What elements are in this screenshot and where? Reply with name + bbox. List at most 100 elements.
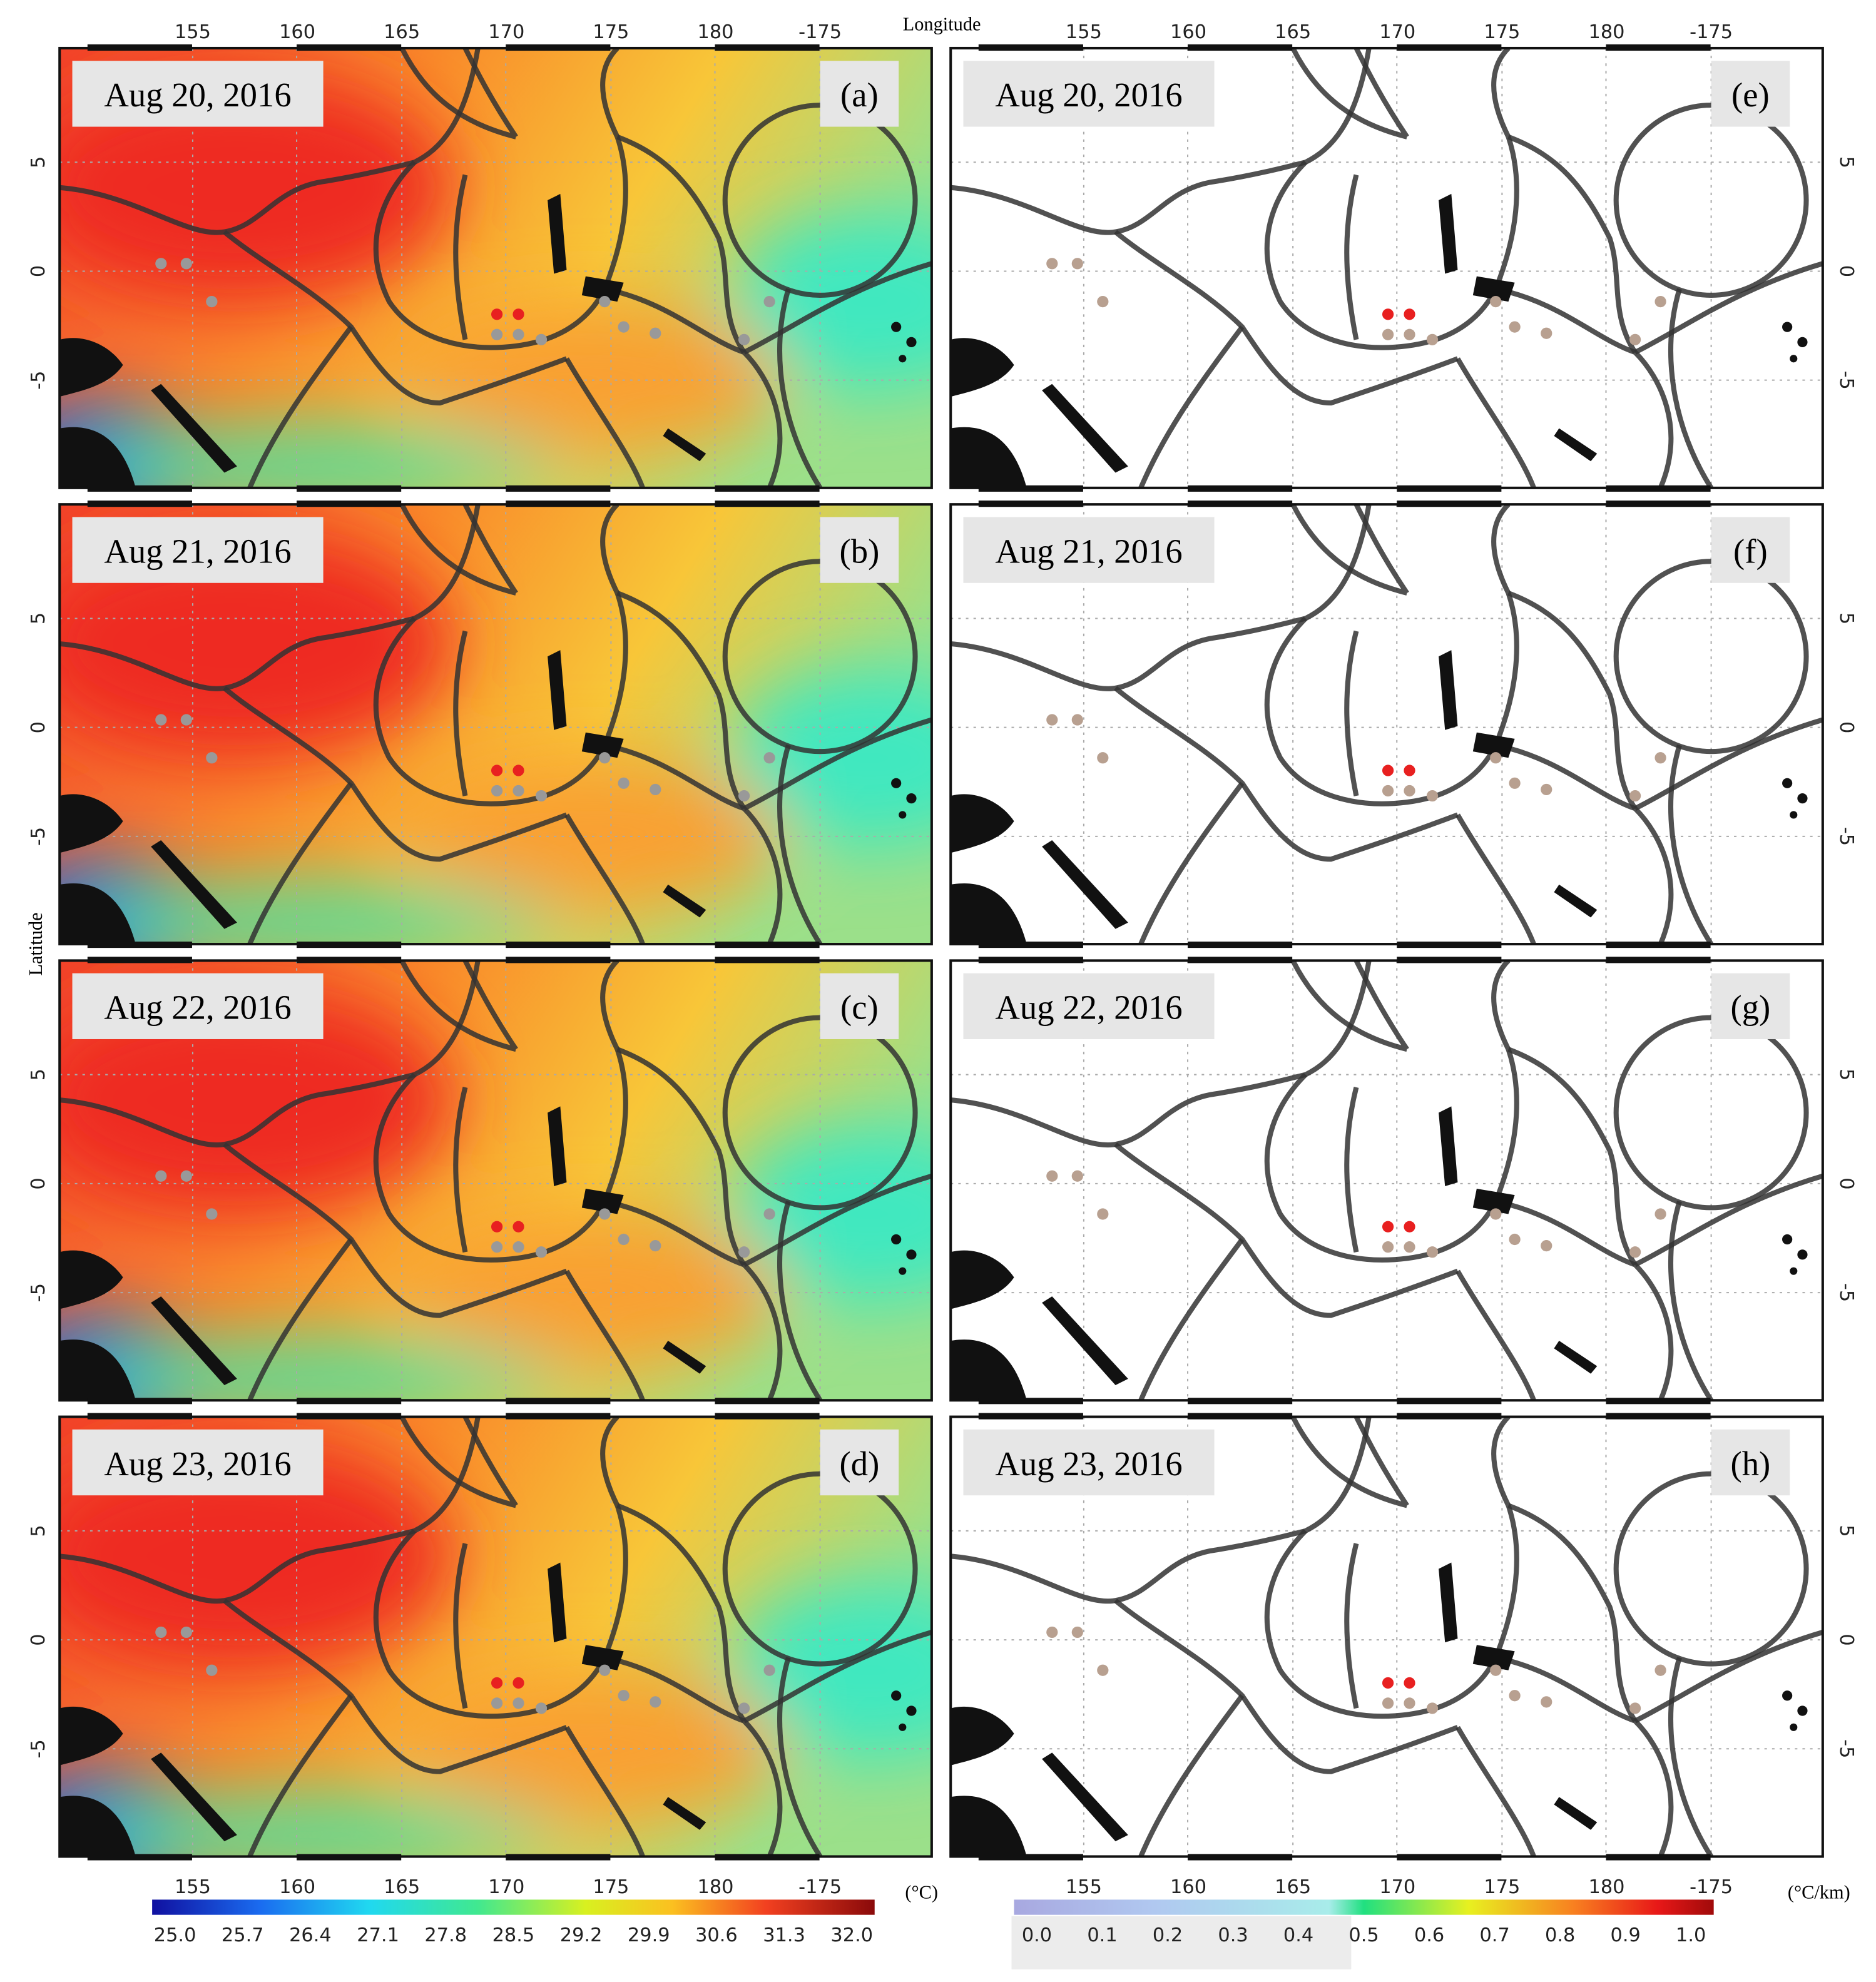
panel-date: Aug 22, 2016 — [104, 988, 291, 1027]
frame-bar — [978, 1413, 1083, 1420]
station-dot — [535, 790, 548, 802]
frame-bar — [978, 1398, 1083, 1405]
panel-letter: (c) — [840, 988, 879, 1027]
station-dot — [1046, 714, 1058, 726]
station-dot — [1426, 790, 1439, 802]
station-dot — [491, 765, 503, 776]
lon-tick-label: -175 — [798, 21, 842, 43]
station-dot — [1382, 1677, 1394, 1689]
station-dot — [738, 1702, 750, 1714]
station-dot — [206, 1208, 218, 1220]
map-panel — [59, 504, 932, 945]
lat-tick-label: -5 — [28, 1283, 49, 1302]
date-box — [963, 517, 1215, 583]
frame-bar — [1606, 1854, 1711, 1861]
frame-bar — [715, 957, 820, 963]
colorbar-label: 29.9 — [628, 1924, 670, 1946]
station-dot — [1509, 1233, 1521, 1246]
lat-tick-label: 0 — [1835, 265, 1857, 277]
panel-date: Aug 23, 2016 — [104, 1445, 291, 1483]
station-dot — [1071, 1626, 1083, 1639]
frame-bar — [297, 957, 402, 963]
station-dot — [1071, 258, 1083, 270]
frame-bar — [506, 942, 611, 948]
panel-letter: (b) — [840, 532, 880, 570]
date-box — [72, 1429, 324, 1496]
station-dot — [1654, 752, 1666, 764]
colorbar-label: 32.0 — [830, 1924, 873, 1946]
letter-box — [820, 973, 899, 1039]
colorbar-label: 25.0 — [154, 1924, 196, 1946]
frame-bar — [1397, 501, 1502, 507]
station-dot — [1541, 1696, 1552, 1708]
frame-bar — [297, 44, 402, 51]
colorbar-label: 0.2 — [1153, 1924, 1183, 1946]
colorbar-label: 25.7 — [222, 1924, 264, 1946]
station-dot — [1404, 1241, 1415, 1253]
station-dot — [1382, 1697, 1394, 1709]
frame-bar — [1606, 44, 1711, 51]
frame-bar — [1397, 1398, 1502, 1405]
lat-tick-label: 5 — [28, 612, 49, 624]
y-axis-label: Latitude — [25, 912, 46, 975]
lat-tick-label: 5 — [1835, 612, 1857, 624]
lon-tick-label: 155 — [1066, 1876, 1102, 1898]
station-dot — [1071, 714, 1083, 726]
lat-tick-label: 0 — [28, 1177, 49, 1189]
station-dot — [180, 1626, 192, 1639]
frame-bar — [715, 501, 820, 507]
station-dot — [535, 333, 548, 345]
panel-date: Aug 23, 2016 — [995, 1445, 1182, 1483]
station-dot — [491, 328, 503, 340]
station-dot — [738, 790, 750, 802]
station-dot — [650, 1696, 661, 1708]
station-dot — [1490, 1208, 1502, 1220]
station-dot — [1404, 1221, 1415, 1232]
letter-box — [1711, 517, 1790, 583]
colorbar — [1014, 1899, 1714, 1915]
frame-bar — [1188, 1854, 1293, 1861]
station-dot — [1097, 752, 1109, 764]
lat-tick-label: -5 — [28, 1739, 49, 1758]
lon-tick-label: 170 — [488, 1876, 524, 1898]
lat-tick-label: -5 — [28, 827, 49, 846]
station-dot — [512, 1697, 524, 1709]
station-dot — [512, 1221, 524, 1232]
frame-bar — [1606, 485, 1711, 492]
station-dot — [1404, 765, 1415, 776]
colorbar-label: 1.0 — [1676, 1924, 1706, 1946]
station-dot — [512, 1241, 524, 1253]
panel-date: Aug 21, 2016 — [995, 532, 1182, 570]
lat-tick-label: 0 — [1835, 1177, 1857, 1189]
frame-bar — [87, 44, 192, 51]
frame-bar — [715, 1854, 820, 1861]
panel-frame — [949, 959, 1824, 1402]
lon-tick-label: 160 — [279, 21, 315, 43]
station-dot — [512, 785, 524, 797]
station-dot — [618, 777, 630, 789]
colorbar-label: 0.3 — [1218, 1924, 1248, 1946]
frame-bar — [1606, 1413, 1711, 1420]
station-dot — [1097, 1664, 1109, 1676]
lat-tick-label: 0 — [1835, 1634, 1857, 1645]
lon-tick-label: 165 — [1275, 1876, 1311, 1898]
station-dot — [1382, 1221, 1394, 1232]
panel-date: Aug 20, 2016 — [995, 76, 1182, 114]
station-dot — [1509, 777, 1521, 789]
station-dot — [512, 308, 524, 320]
frame-bar — [1397, 1854, 1502, 1861]
lon-tick-label: 175 — [1484, 1876, 1520, 1898]
lon-tick-label: 155 — [175, 1876, 211, 1898]
station-dot — [155, 1170, 167, 1182]
letter-box — [820, 61, 899, 127]
frame-bar — [87, 1413, 192, 1420]
lon-tick-label: 175 — [1484, 21, 1520, 43]
station-dot — [491, 785, 503, 797]
station-dot — [155, 1626, 167, 1639]
colorbar — [152, 1899, 875, 1915]
station-dot — [155, 714, 167, 726]
lon-tick-label: 170 — [488, 21, 524, 43]
colorbar-label: 0.8 — [1545, 1924, 1575, 1946]
lat-tick-label: 5 — [28, 1069, 49, 1080]
frame-bar — [506, 1398, 611, 1405]
